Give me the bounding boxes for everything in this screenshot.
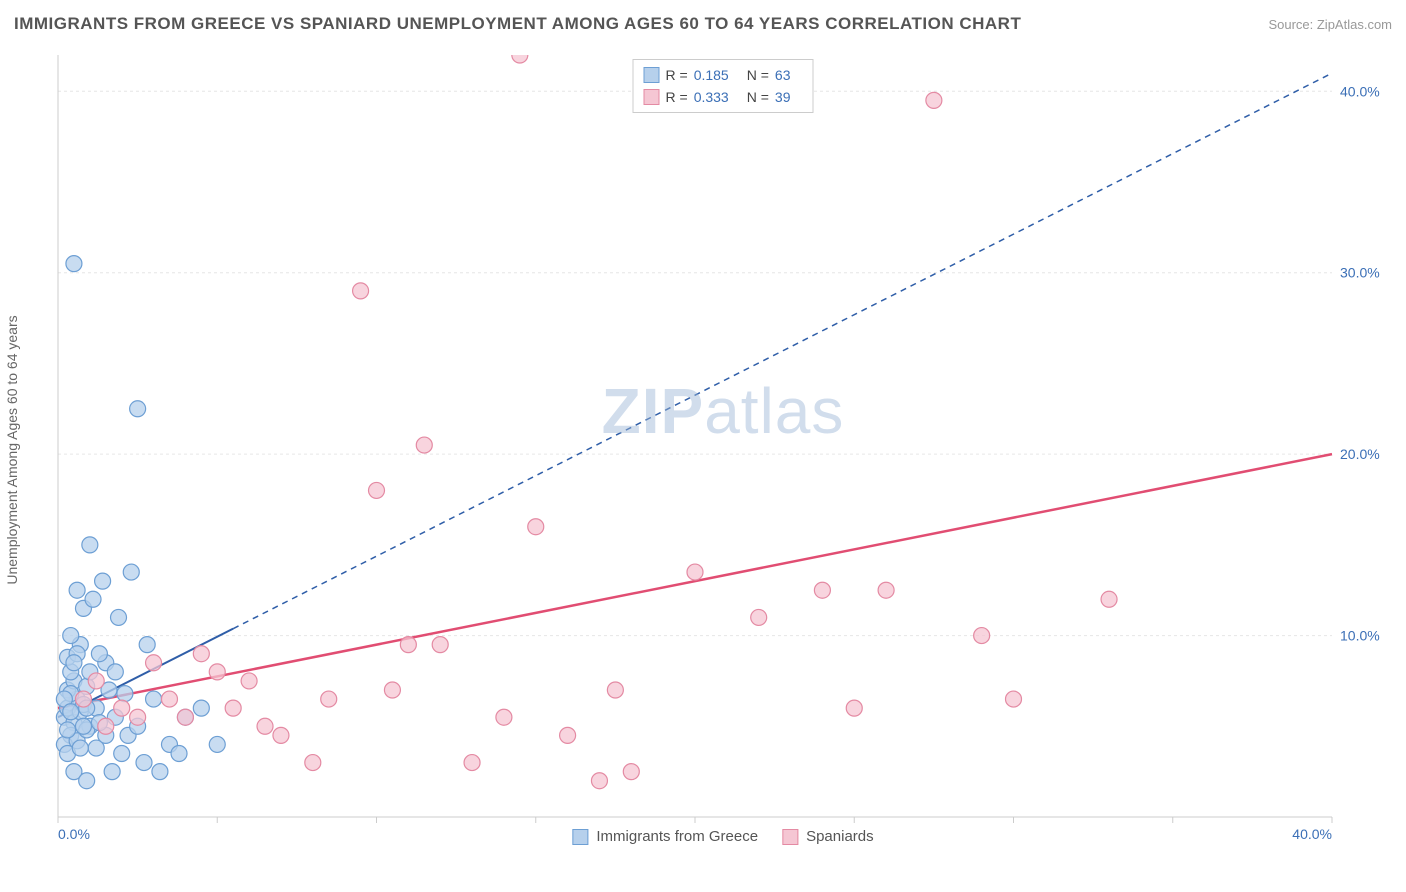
svg-text:0.0%: 0.0% xyxy=(58,826,90,842)
legend-row-greece: R = 0.185 N = 63 xyxy=(644,64,803,86)
legend-item-spaniards: Spaniards xyxy=(782,828,874,845)
chart-area: Unemployment Among Ages 60 to 64 years 1… xyxy=(54,55,1392,845)
swatch-greece xyxy=(644,67,660,83)
series-legend: Immigrants from Greece Spaniards xyxy=(572,828,873,845)
source-label: Source: ZipAtlas.com xyxy=(1268,17,1392,32)
swatch-spaniards xyxy=(782,829,798,845)
svg-text:40.0%: 40.0% xyxy=(1340,83,1380,99)
r-label: R = xyxy=(666,67,688,83)
n-label: N = xyxy=(747,67,769,83)
legend-label-greece: Immigrants from Greece xyxy=(596,828,758,845)
swatch-greece xyxy=(572,829,588,845)
correlation-legend: R = 0.185 N = 63 R = 0.333 N = 39 xyxy=(633,59,814,113)
svg-text:10.0%: 10.0% xyxy=(1340,628,1380,644)
r-value-spaniards: 0.333 xyxy=(694,89,729,105)
scatter-plot: 10.0% 20.0% 30.0% 40.0% 0.0% 40.0% xyxy=(54,55,1392,845)
svg-text:40.0%: 40.0% xyxy=(1292,826,1332,842)
r-label: R = xyxy=(666,89,688,105)
legend-label-spaniards: Spaniards xyxy=(806,828,874,845)
y-axis-title: Unemployment Among Ages 60 to 64 years xyxy=(4,315,20,584)
r-value-greece: 0.185 xyxy=(694,67,729,83)
n-label: N = xyxy=(747,89,769,105)
svg-text:20.0%: 20.0% xyxy=(1340,446,1380,462)
legend-row-spaniards: R = 0.333 N = 39 xyxy=(644,86,803,108)
legend-item-greece: Immigrants from Greece xyxy=(572,828,758,845)
title-bar: IMMIGRANTS FROM GREECE VS SPANIARD UNEMP… xyxy=(14,14,1392,34)
chart-title: IMMIGRANTS FROM GREECE VS SPANIARD UNEMP… xyxy=(14,14,1021,34)
swatch-spaniards xyxy=(644,89,660,105)
n-value-greece: 63 xyxy=(775,67,791,83)
svg-text:30.0%: 30.0% xyxy=(1340,265,1380,281)
n-value-spaniards: 39 xyxy=(775,89,791,105)
